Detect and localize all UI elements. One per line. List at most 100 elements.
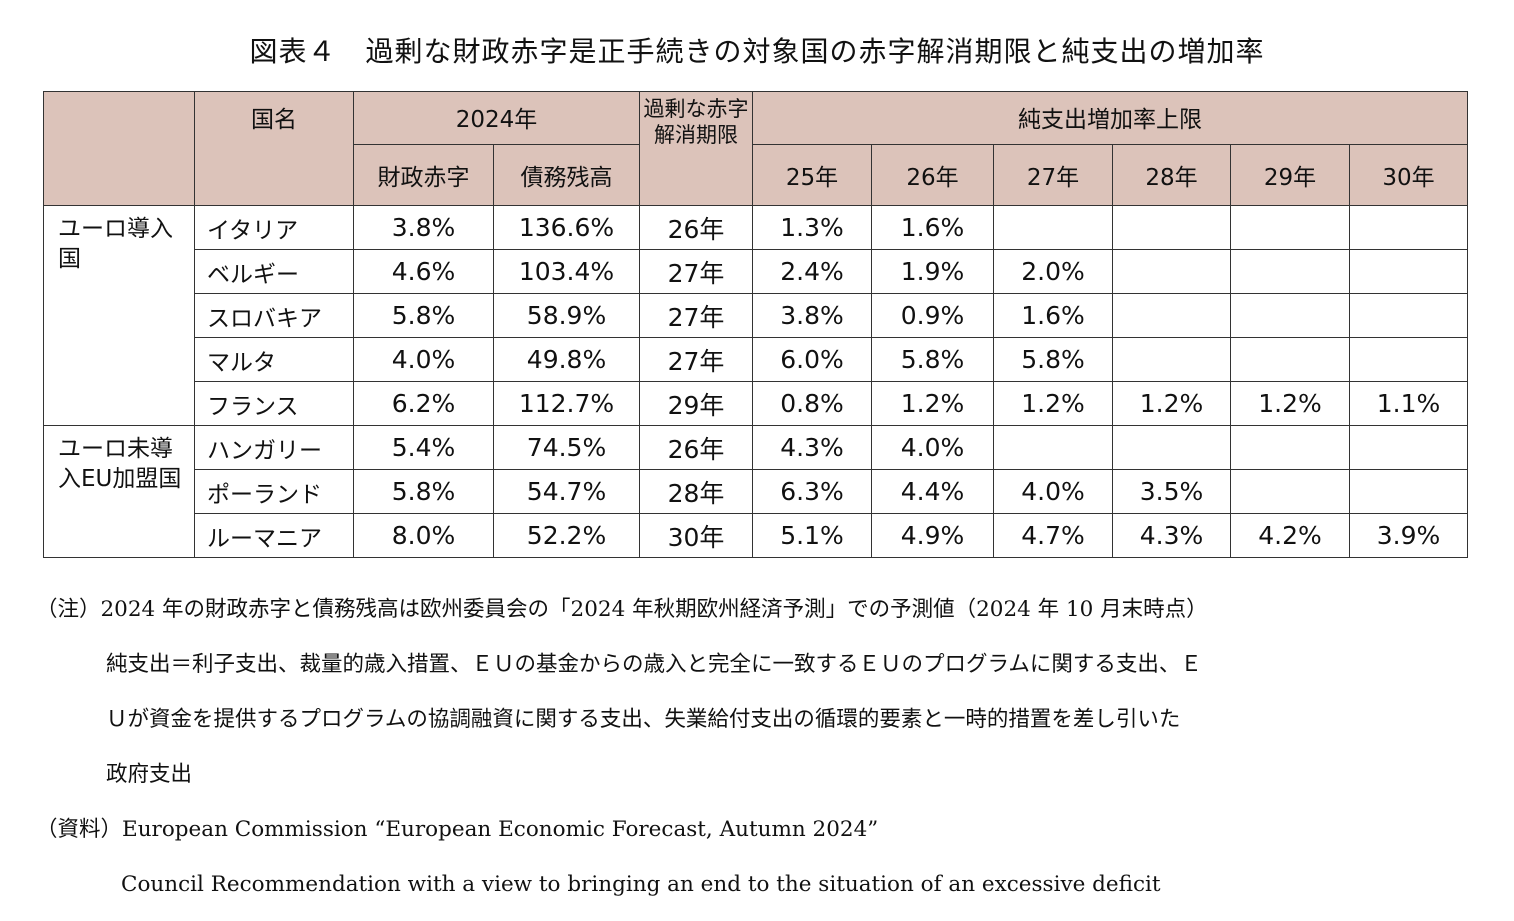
page-title: 図表４ 過剰な財政赤字是正手続きの対象国の赤字解消期限と純支出の増加率	[249, 35, 1265, 68]
deficit-cell: 5.8%	[353, 469, 494, 514]
growth-cell	[1112, 293, 1232, 338]
country-name: スロバキア	[194, 293, 354, 338]
country-name: イタリア	[194, 205, 354, 250]
notes: （注）2024 年の財政赤字と債務残高は欧州委員会の「2024 年秋期欧州経済予…	[36, 582, 1496, 912]
deadline-cell: 26年	[639, 425, 754, 470]
growth-cell	[1230, 425, 1351, 470]
growth-cell	[1230, 337, 1351, 382]
header-year: 28年	[1112, 144, 1232, 206]
growth-cell: 1.2%	[993, 381, 1114, 426]
deadline-cell: 28年	[639, 469, 754, 514]
growth-cell: 3.9%	[1349, 513, 1469, 558]
growth-cell: 1.1%	[1349, 381, 1469, 426]
country-name: ポーランド	[194, 469, 354, 514]
deficit-cell: 5.8%	[353, 293, 494, 338]
country-name: ベルギー	[194, 249, 354, 294]
group-label: ユーロ導入国	[43, 205, 195, 426]
debt-cell: 52.2%	[492, 513, 641, 558]
growth-cell	[1112, 337, 1232, 382]
growth-cell: 3.8%	[752, 293, 873, 338]
growth-cell	[1230, 469, 1351, 514]
header-debt: 債務残高	[492, 144, 641, 206]
debt-cell: 74.5%	[492, 425, 641, 470]
deficit-cell: 4.0%	[353, 337, 494, 382]
header-deficit: 財政赤字	[353, 144, 494, 206]
header-blank	[43, 91, 195, 206]
growth-cell	[1349, 425, 1469, 470]
growth-cell: 4.7%	[993, 513, 1114, 558]
growth-cell	[1112, 425, 1232, 470]
growth-cell	[1349, 293, 1469, 338]
table-row: フランス 6.2% 112.7% 29年 0.8% 1.2% 1.2% 1.2% 1.2% 1.1…	[44, 381, 1469, 426]
table-row: ユーロ未導入EU加盟国 ハンガリー 5.4% 74.5% 26年 4.3% 4.0%	[43, 425, 1469, 558]
growth-cell	[1349, 469, 1469, 514]
deadline-cell: 26年	[639, 205, 754, 250]
growth-cell: 0.9%	[871, 293, 995, 338]
note-line: Ｕが資金を提供するプログラムの協調融資に関する支出、失業給付支出の循環的要素と一…	[106, 707, 1181, 732]
country-name: フランス	[194, 381, 354, 426]
header-year: 27年	[993, 144, 1114, 206]
growth-cell: 5.1%	[752, 513, 873, 558]
deadline-cell: 27年	[639, 249, 754, 294]
country-name: ルーマニア	[194, 513, 354, 558]
deadline-cell: 27年	[639, 293, 754, 338]
note-line: 政府支出	[106, 762, 193, 787]
growth-cell	[1112, 249, 1232, 294]
growth-cell: 5.8%	[871, 337, 995, 382]
debt-cell: 112.7%	[492, 381, 641, 426]
growth-cell: 1.6%	[871, 205, 995, 250]
header-net-expenditure-growth: 純支出増加率上限	[752, 91, 1469, 145]
growth-cell	[1230, 205, 1351, 250]
deadline-cell: 29年	[639, 381, 754, 426]
deficit-cell: 4.6%	[353, 249, 494, 294]
growth-cell: 1.2%	[1112, 381, 1232, 426]
table-header: 国名 2024年 過剰な赤字解消期限 純支出増加率上限 財政赤字 債務残高 25…	[43, 91, 1469, 206]
header-year: 26年	[871, 144, 995, 206]
deadline-cell: 27年	[639, 337, 754, 382]
growth-cell: 4.3%	[752, 425, 873, 470]
note-line: （注）2024 年の財政赤字と債務残高は欧州委員会の「2024 年秋期欧州経済予…	[36, 597, 1208, 622]
growth-cell: 4.4%	[871, 469, 995, 514]
growth-cell	[1112, 205, 1232, 250]
source-line: Council Recommendation with a view to br…	[121, 872, 1161, 897]
growth-cell	[1349, 205, 1469, 250]
country-name: ハンガリー	[194, 425, 354, 470]
note-line: 純支出＝利子支出、裁量的歳入措置、ＥＵの基金からの歳入と完全に一致するＥＵのプロ…	[106, 652, 1202, 677]
growth-cell: 4.9%	[871, 513, 995, 558]
growth-cell	[1349, 249, 1469, 294]
growth-cell: 5.8%	[993, 337, 1114, 382]
debt-cell: 136.6%	[492, 205, 641, 250]
header-year: 25年	[752, 144, 873, 206]
debt-cell: 103.4%	[492, 249, 641, 294]
table-row: ユーロ導入国 イタリア 3.8% 136.6% 26年 1.3% 1.6%	[43, 205, 1469, 426]
growth-cell: 1.6%	[993, 293, 1114, 338]
growth-cell: 0.8%	[752, 381, 873, 426]
header-country: 国名	[194, 91, 354, 206]
deficit-cell: 5.4%	[353, 425, 494, 470]
deadline-cell: 30年	[639, 513, 754, 558]
growth-cell: 1.2%	[871, 381, 995, 426]
growth-cell: 4.3%	[1112, 513, 1232, 558]
growth-cell: 2.4%	[752, 249, 873, 294]
debt-cell: 54.7%	[492, 469, 641, 514]
growth-cell: 6.3%	[752, 469, 873, 514]
debt-cell: 58.9%	[492, 293, 641, 338]
deficit-cell: 6.2%	[353, 381, 494, 426]
header-year: 29年	[1230, 144, 1351, 206]
growth-cell	[1349, 337, 1469, 382]
growth-cell: 4.0%	[993, 469, 1114, 514]
deficit-cell: 3.8%	[353, 205, 494, 250]
table-row: スロバキア 5.8% 58.9% 27年 3.8% 0.9% 1.6%	[44, 293, 1469, 338]
header-year-2024: 2024年	[352, 91, 641, 145]
growth-cell: 3.5%	[1112, 469, 1232, 514]
header-year: 30年	[1349, 144, 1469, 206]
growth-cell	[1230, 249, 1351, 294]
header-excessive-deficit-deadline: 過剰な赤字解消期限	[639, 91, 754, 206]
growth-cell: 4.2%	[1230, 513, 1351, 558]
growth-cell	[993, 205, 1114, 250]
table-row: ポーランド 5.8% 54.7% 28年 6.3% 4.4% 4.0% 3.5%	[44, 469, 1469, 514]
growth-cell: 1.2%	[1230, 381, 1351, 426]
source-line: （資料）European Commission “European Econom…	[36, 817, 879, 842]
growth-cell: 1.9%	[871, 249, 995, 294]
growth-cell: 6.0%	[752, 337, 873, 382]
